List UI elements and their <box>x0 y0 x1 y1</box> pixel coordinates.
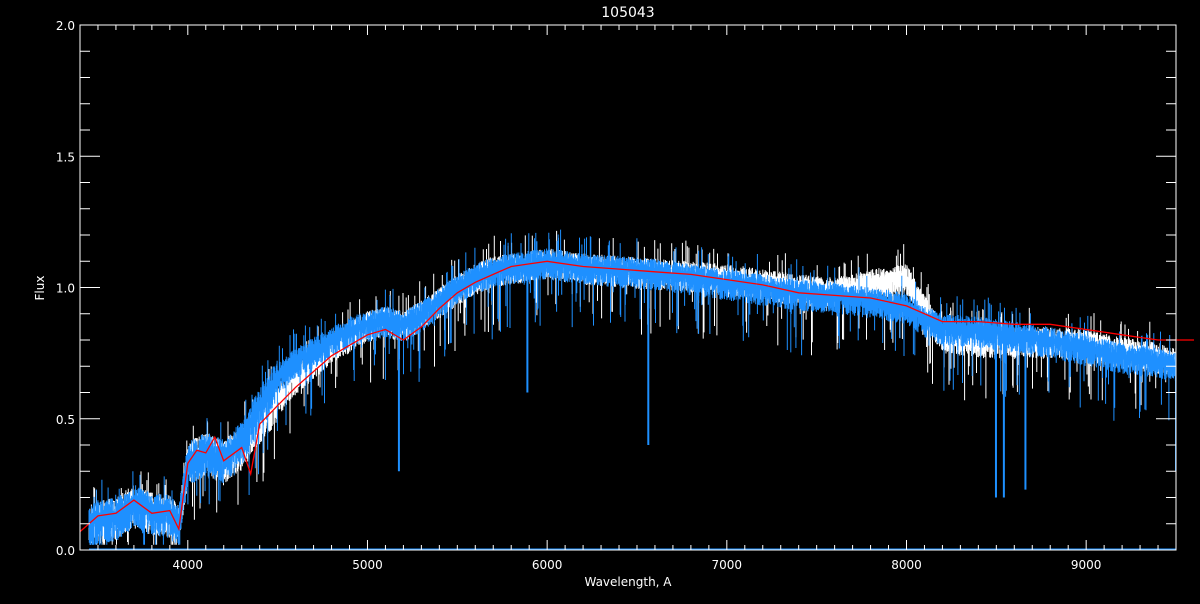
y-tick-label: 0.0 <box>56 544 75 558</box>
y-tick-label: 1.0 <box>56 282 75 296</box>
x-tick-label: 5000 <box>352 558 383 572</box>
model-spectrum-red <box>79 260 1194 533</box>
y-tick-label: 0.5 <box>56 413 75 427</box>
x-axis-label: Wavelength, A <box>584 575 672 589</box>
observed-spectrum-blue <box>88 229 1176 545</box>
chart-title: 105043 <box>601 5 654 21</box>
x-tick-label: 9000 <box>1071 558 1102 572</box>
traces <box>79 229 1194 550</box>
series-2 <box>79 260 1194 533</box>
x-tick-label: 4000 <box>173 558 204 572</box>
y-tick-label: 2.0 <box>56 19 75 33</box>
series-1 <box>88 229 1176 550</box>
y-tick-label: 1.5 <box>56 150 75 164</box>
plot-frame <box>79 24 1177 551</box>
y-axis-label: Flux <box>33 276 47 301</box>
x-tick-label: 8000 <box>891 558 922 572</box>
axis-ticks: 4000 5000 6000 7000 8000 9000 0.0 0.5 1.0 1.5 2.0 <box>56 19 1177 572</box>
x-tick-label: 7000 <box>712 558 743 572</box>
x-tick-label: 6000 <box>532 558 563 572</box>
